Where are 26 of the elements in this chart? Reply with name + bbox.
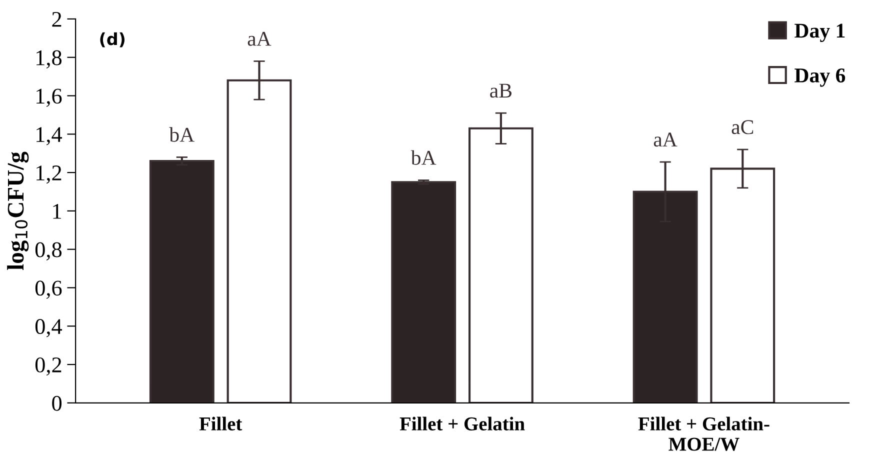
- y-tick-label: 0,6: [35, 280, 62, 299]
- annotation: (d): [100, 32, 124, 48]
- y-tick-label: 0,2: [35, 357, 62, 376]
- y-tick-label: 1: [53, 204, 62, 219]
- y-tick-label: 0: [52, 396, 62, 411]
- x-tick-label: Fillet: [199, 416, 242, 430]
- x-tick-label: Fillet + Gelatin: [400, 416, 525, 430]
- data-label: aC: [732, 120, 754, 134]
- legend-label: Day 6: [794, 68, 846, 87]
- bar: [149, 160, 214, 403]
- y-tick-label: 0,4: [35, 319, 62, 338]
- x-tick-label: Fillet + Gelatin- MOE/W: [638, 416, 770, 451]
- data-label: bA: [410, 150, 436, 165]
- y-tick-label: 0,8: [35, 242, 62, 260]
- y-tick-label: 1,8: [36, 50, 62, 68]
- bar: [391, 181, 456, 403]
- y-tick-label: 1,4: [36, 127, 62, 146]
- y-axis-title: log$_{10}$CFU/g: [7, 152, 29, 270]
- y-tick-label: 1,6: [36, 88, 62, 107]
- data-label: aB: [490, 84, 512, 98]
- y-tick-label: 1,2: [36, 166, 62, 184]
- y-tick-label: 2: [52, 12, 62, 27]
- legend-label: Day 1: [794, 24, 845, 42]
- data-label: bA: [169, 127, 194, 142]
- data-label: aA: [654, 132, 678, 147]
- data-label: aA: [248, 32, 272, 46]
